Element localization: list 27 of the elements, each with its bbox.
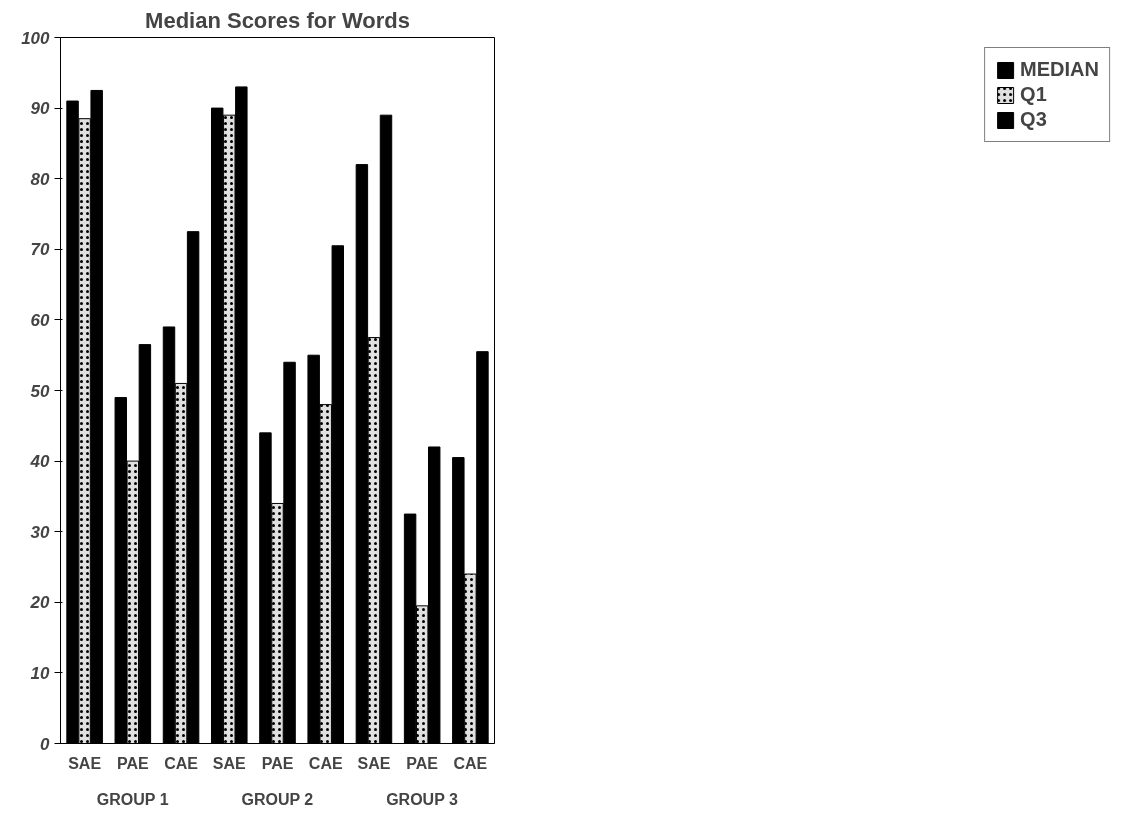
x-tick-label: SAE	[357, 754, 391, 772]
x-tick-label: PAE	[261, 754, 294, 772]
y-tick-label: 60	[30, 310, 51, 330]
x-tick-label: SAE	[212, 754, 247, 772]
text: GROUP 2	[241, 790, 314, 808]
y-tick-label: 0	[40, 734, 51, 754]
y-tick-label: 80	[30, 169, 51, 189]
y-tick-label: 90	[30, 99, 51, 119]
y-tick-label: 20	[29, 593, 51, 613]
y-tick-label: 100	[21, 28, 51, 48]
y-tick-label: 50	[30, 381, 51, 401]
x-tick-label: PAE	[406, 754, 439, 772]
legend-label: MEDIAN	[1020, 58, 1099, 81]
x-tick-label: CAE	[164, 754, 199, 772]
text: GROUP 3	[386, 790, 458, 808]
x-tick-label: CAE	[453, 754, 488, 772]
chart-title: Median Scores for Words	[145, 7, 410, 33]
x-tick-label: SAE	[68, 754, 102, 772]
y-tick-label: 40	[29, 452, 51, 472]
legend-label: Q3	[1020, 108, 1047, 131]
y-tick-label: 70	[30, 240, 51, 260]
y-tick-label: 30	[30, 522, 51, 542]
x-tick-label: PAE	[116, 754, 150, 772]
legend-label: Q1	[1020, 83, 1047, 106]
x-tick-label: CAE	[308, 754, 343, 772]
y-tick-label: 10	[30, 663, 51, 683]
text: GROUP 1	[96, 790, 169, 808]
